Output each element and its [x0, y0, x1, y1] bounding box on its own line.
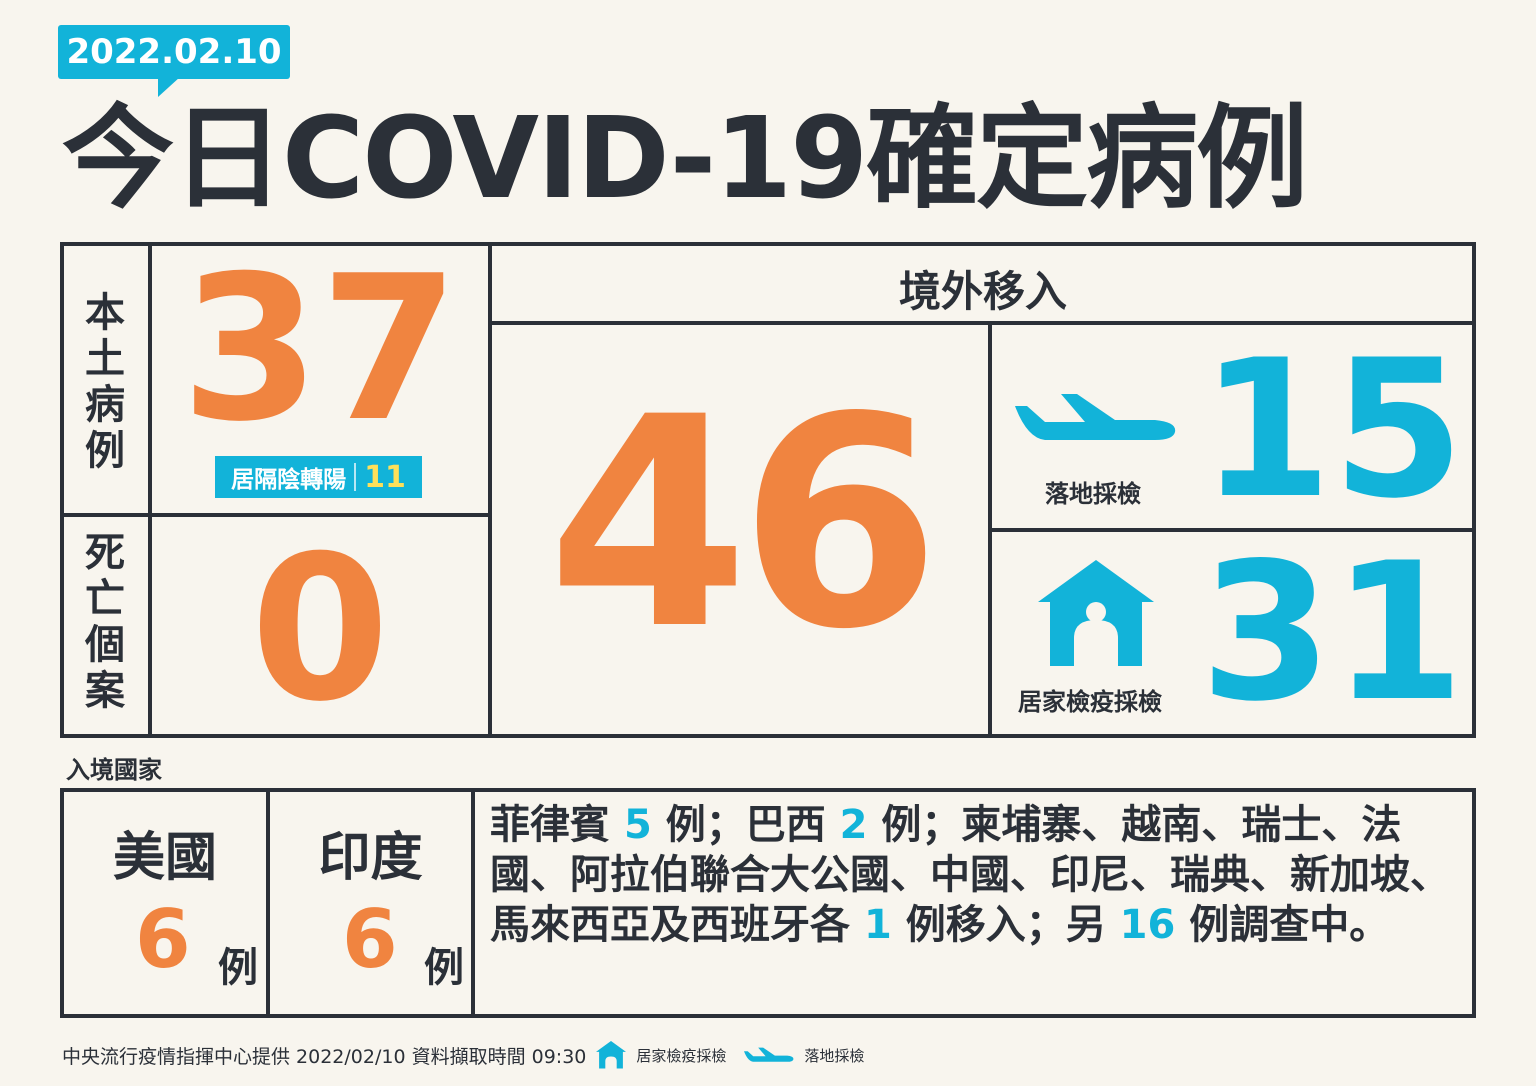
home-count: 31	[1200, 522, 1465, 743]
badge-separator	[354, 463, 357, 491]
detail-text: 例；柬埔寨、越南、瑞士、法國、阿拉伯聯合大公國、中國、印尼、瑞典、新加坡、馬來西…	[490, 802, 1450, 948]
legend-home: 居家檢疫採檢	[636, 1046, 727, 1065]
country-count: 6	[342, 893, 398, 986]
divider	[60, 513, 490, 517]
date-badge: 2022.02.10	[58, 25, 290, 97]
badge-count: 11	[364, 459, 406, 495]
page-title: 今日COVID-19確定病例	[62, 94, 1308, 224]
divider	[488, 242, 492, 738]
badge-label: 居隔陰轉陽	[231, 467, 347, 493]
source-note: 中央流行疫情指揮中心提供 2022/02/10 資料擷取時間 09:30	[62, 1045, 587, 1068]
country-name: 印度	[318, 828, 423, 888]
divider	[990, 528, 1476, 532]
countries-label: 入境國家	[66, 756, 162, 784]
detail-text: 例調查中。	[1175, 902, 1390, 948]
divider	[490, 321, 1476, 325]
case-number: 1	[863, 902, 892, 948]
country-name: 美國	[112, 828, 217, 888]
local-label: 本土病例	[85, 290, 125, 474]
house-icon	[596, 1041, 627, 1069]
airport-count: 15	[1200, 319, 1465, 540]
case-number: 5	[623, 802, 652, 848]
divider	[471, 788, 475, 1018]
divider	[148, 242, 152, 738]
detail-text: 菲律賓	[490, 802, 624, 848]
footer: 中央流行疫情指揮中心提供 2022/02/10 資料擷取時間 09:30 居家檢…	[62, 1040, 864, 1070]
country-unit: 例	[424, 945, 464, 991]
badge-negative-to-positive: 居隔陰轉陽 11	[215, 456, 422, 498]
house-icon	[1038, 560, 1154, 666]
deaths-count: 0	[250, 513, 390, 746]
divider	[266, 788, 270, 1018]
airport-label: 落地採檢	[1045, 480, 1141, 508]
local-count: 37	[180, 233, 460, 466]
airplane-icon	[744, 1047, 794, 1062]
legend-air: 落地採檢	[804, 1046, 865, 1065]
country-unit: 例	[218, 945, 258, 991]
detail-text: 例移入；另	[891, 902, 1120, 948]
stats-table	[60, 242, 1476, 738]
deaths-label: 死亡個案	[85, 530, 125, 714]
country-count: 6	[135, 893, 191, 986]
imported-total: 46	[547, 356, 941, 693]
home-label: 居家檢疫採檢	[1018, 688, 1162, 716]
case-number: 2	[839, 802, 868, 848]
imported-label: 境外移入	[898, 267, 1067, 316]
detail-text: 例；巴西	[651, 802, 840, 848]
airplane-icon	[1015, 394, 1176, 440]
countries-table	[60, 788, 1476, 1018]
case-number: 16	[1119, 902, 1176, 948]
countries-detail: 菲律賓 5 例；巴西 2 例；柬埔寨、越南、瑞士、法國、阿拉伯聯合大公國、中國、…	[490, 800, 1470, 950]
